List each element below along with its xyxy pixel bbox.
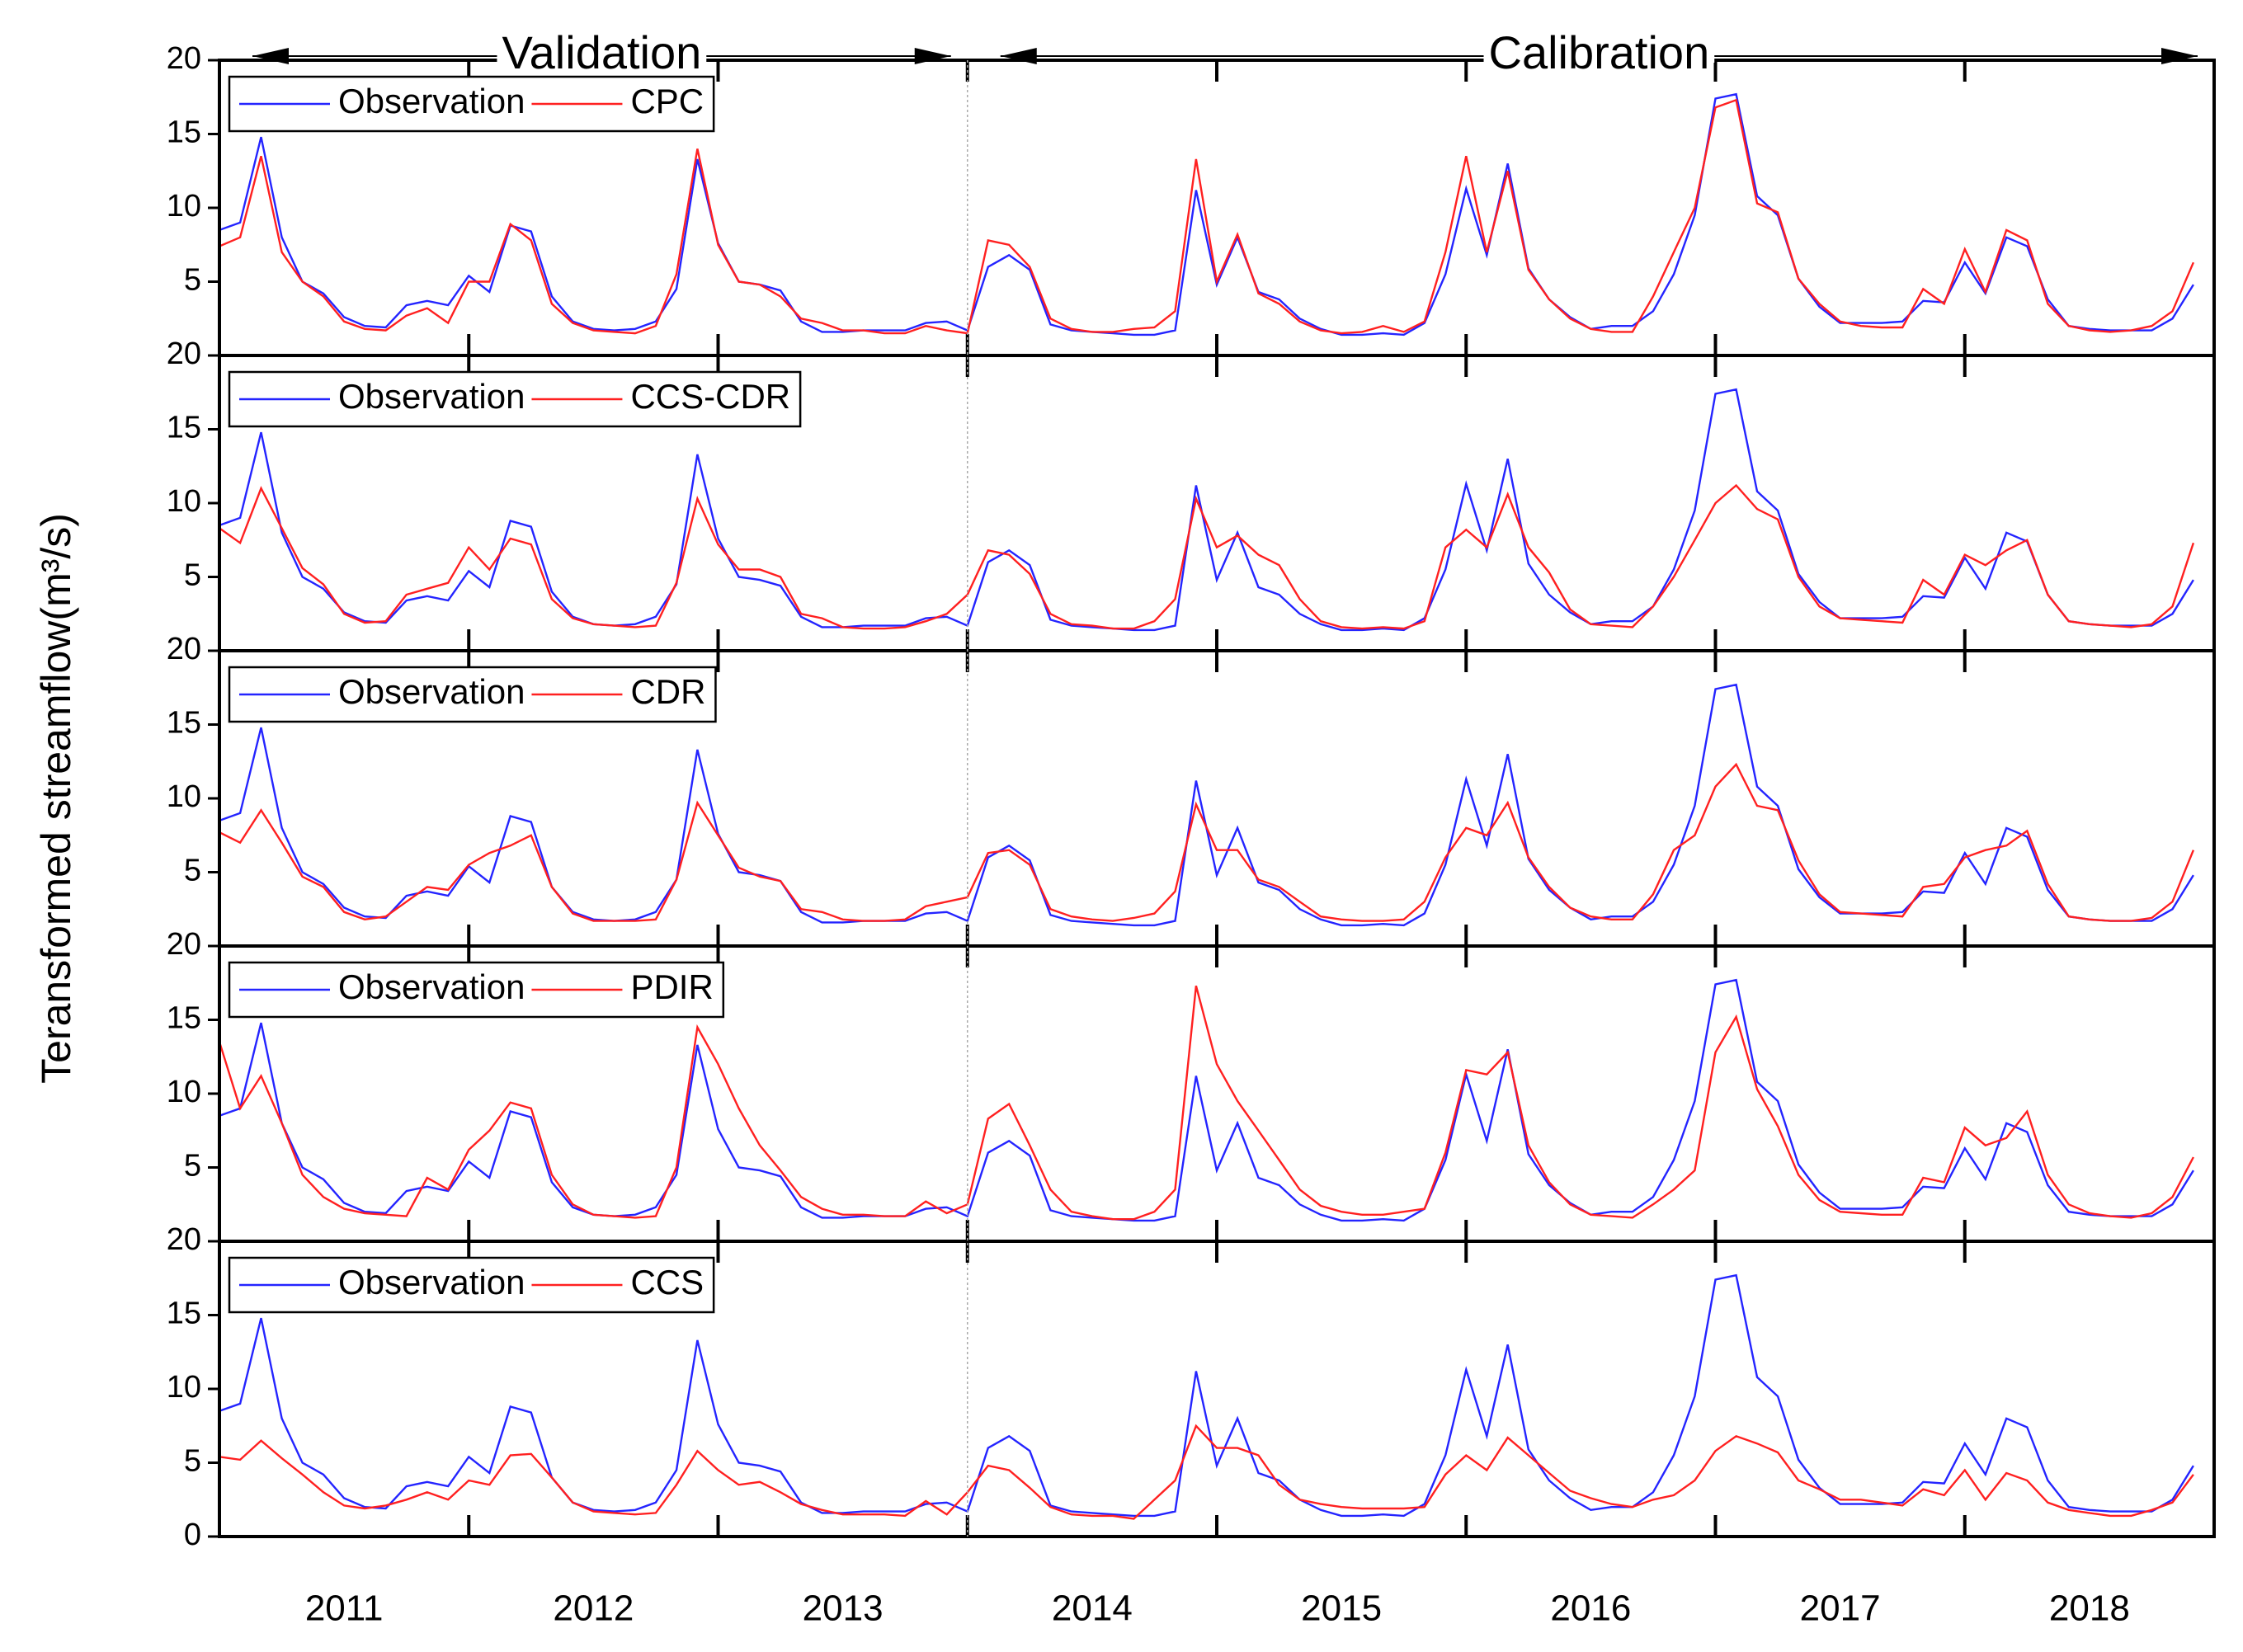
annotation: Validation: [502, 26, 701, 78]
y-tick-label: 20: [167, 337, 201, 371]
y-tick-label: 5: [184, 263, 201, 298]
arrow-head: [1000, 48, 1037, 64]
arrow-head: [252, 48, 289, 64]
x-tick-label: 2012: [553, 1588, 634, 1629]
y-tick-label: 5: [184, 1149, 201, 1184]
observation-line: [219, 978, 2194, 1222]
legend-label: Observation: [338, 672, 525, 711]
y-tick-label: 0: [184, 1518, 201, 1552]
annotation-bg: [497, 49, 707, 63]
model-line: [219, 98, 2195, 335]
legend-label: Observation: [338, 377, 525, 416]
x-tick-label: 2016: [1550, 1588, 1631, 1629]
y-tick-label: 5: [184, 558, 201, 593]
arrow-head: [914, 48, 951, 64]
y-tick-label: 20: [167, 927, 201, 962]
y-tick-label: 20: [167, 41, 201, 76]
legend-label: PDIR: [630, 967, 713, 1006]
y-tick-label: 10: [167, 779, 201, 814]
observation-line: [219, 388, 2194, 632]
panel-frame: [218, 1240, 2216, 1538]
y-tick-label: 10: [167, 484, 201, 519]
x-tick-label: 2018: [2049, 1588, 2130, 1629]
y-tick-label: 15: [167, 115, 201, 150]
arrow-head: [2161, 48, 2198, 64]
legend-label: CPC: [630, 82, 704, 120]
y-tick-label: 10: [167, 1075, 201, 1109]
x-tick-label: 2014: [1052, 1588, 1133, 1629]
y-tick-label: 15: [167, 706, 201, 741]
observation-line: [219, 1273, 2194, 1518]
legend-label: Observation: [338, 82, 525, 120]
legend-label: Observation: [338, 1263, 525, 1301]
annotation-bg: [1483, 49, 1715, 63]
y-tick-label: 10: [167, 1370, 201, 1405]
model-line: [219, 1424, 2194, 1520]
observation-line: [219, 92, 2194, 337]
y-tick-label: 15: [167, 1001, 201, 1036]
y-tick-label: 15: [167, 1297, 201, 1331]
y-tick-label: 20: [167, 1222, 201, 1257]
y-tick-label: 5: [184, 1444, 201, 1479]
model-line: [219, 762, 2195, 922]
y-axis-label: Teransformed streamflow(m³/s): [33, 513, 79, 1084]
x-tick-label: 2015: [1301, 1588, 1382, 1629]
y-tick-label: 10: [167, 189, 201, 224]
legend-box: [228, 666, 717, 723]
legend-label: CDR: [630, 672, 705, 711]
y-tick-label: 20: [167, 632, 201, 666]
legend-label: CCS: [630, 1263, 704, 1301]
legend-label: Observation: [338, 967, 525, 1006]
legend-label: CCS-CDR: [630, 377, 790, 416]
annotation: Calibration: [1489, 26, 1710, 78]
x-tick-label: 2011: [305, 1588, 384, 1629]
y-tick-label: 15: [167, 411, 201, 445]
model-line: [219, 483, 2195, 630]
x-tick-label: 2013: [803, 1588, 884, 1629]
y-tick-label: 5: [184, 854, 201, 888]
model-line: [219, 985, 2194, 1221]
x-tick-label: 2017: [1800, 1588, 1881, 1629]
